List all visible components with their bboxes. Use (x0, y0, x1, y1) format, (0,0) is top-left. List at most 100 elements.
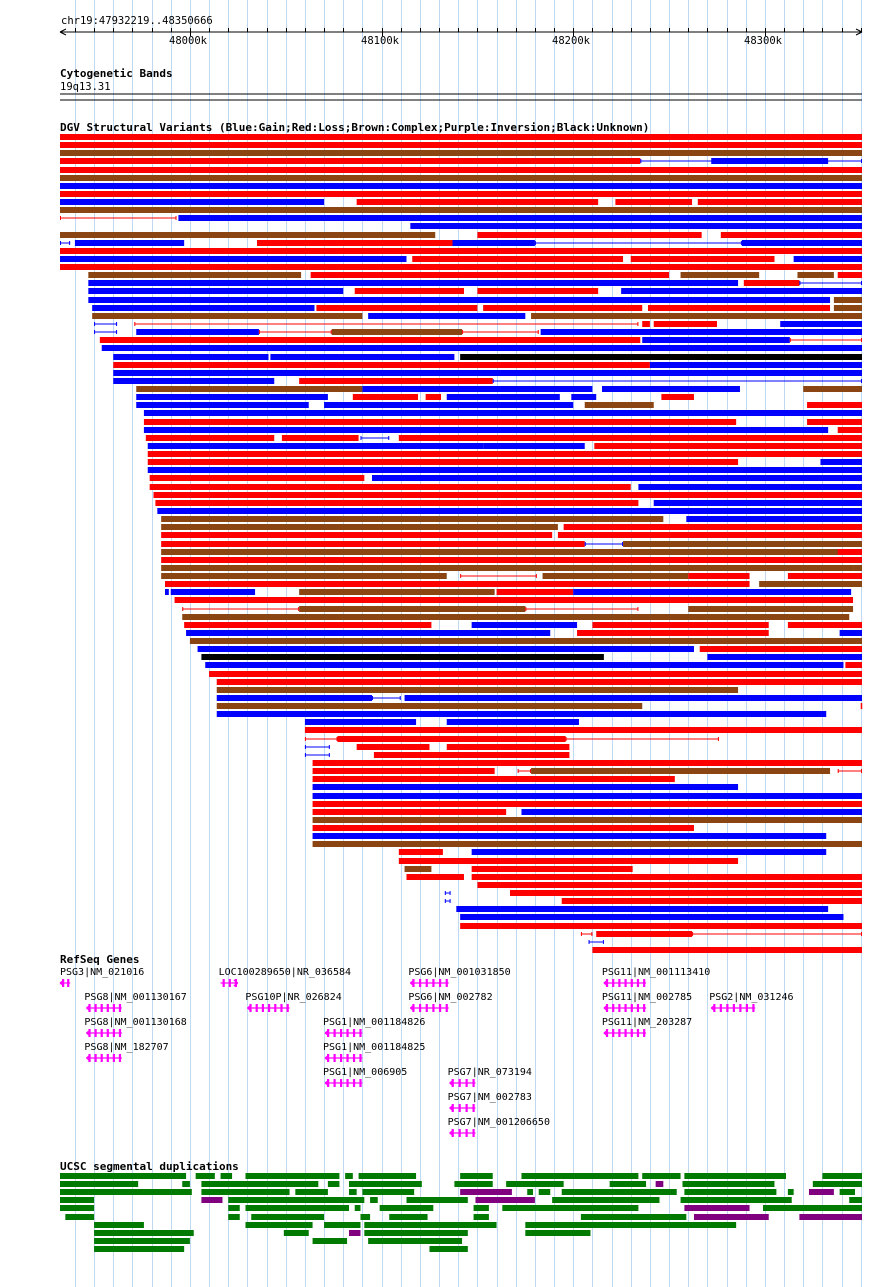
gene-exon (359, 1054, 362, 1062)
dgv-track[interactable]: DGV Structural Variants (Blue:Gain;Red:L… (60, 121, 863, 953)
strand-arrow-left-icon (603, 1004, 609, 1012)
segdup-block (201, 1189, 290, 1195)
dgv-variant-complex (161, 524, 558, 530)
dgv-variant-loss (837, 272, 862, 278)
segdup-block (312, 1238, 348, 1244)
gene-exon (719, 1004, 722, 1012)
gene-exon (106, 1029, 109, 1037)
strand-arrow-left-icon (324, 1079, 330, 1087)
strand-arrow-left-icon (86, 1054, 91, 1062)
segdup-block (94, 1222, 144, 1228)
segdup-block (354, 1205, 361, 1211)
strand-arrow-right-icon (233, 979, 239, 987)
dgv-variant-loss (661, 394, 694, 400)
ruler-tick-label: 48100k (361, 35, 400, 47)
gene-exon (472, 1104, 475, 1112)
gene-exon (100, 1029, 103, 1037)
gene-label: PSG2|NM_031246 (709, 992, 793, 1003)
dgv-variant-gain (88, 288, 344, 294)
gene-exon (100, 1004, 103, 1012)
gene-exon (346, 1054, 349, 1062)
gene-exon (112, 1054, 115, 1062)
dgv-variant-complex (161, 516, 664, 522)
ruler-ticks (75, 28, 862, 36)
dgv-variant-complex (803, 386, 862, 392)
segdup-block (295, 1189, 328, 1195)
segdup-block (762, 1205, 862, 1211)
refseq-track[interactable]: RefSeq Genes PSG3|NM_021016 LOC100289650|… (59, 953, 794, 1137)
segdup-block (65, 1214, 95, 1220)
gene-exon (425, 979, 428, 987)
segdup-block (552, 1197, 660, 1203)
dgv-variant-loss (787, 622, 862, 628)
cytoband-track[interactable]: Cytogenetic Bands 19q13.31 (60, 67, 862, 101)
dgv-variant-gain (793, 256, 862, 262)
dgv-variant-gain (136, 329, 259, 335)
gene-exon (100, 1054, 103, 1062)
dgv-variant-loss (312, 801, 862, 807)
dgv-variant-gain (638, 484, 862, 490)
dgv-variant-loss (577, 630, 769, 636)
gene-exon (359, 1029, 362, 1037)
gene-exon (94, 1054, 97, 1062)
dgv-variant-gain (601, 386, 740, 392)
gene-exon (346, 1079, 349, 1087)
dgv-variant-gain (410, 223, 862, 229)
gene-exon (472, 1079, 475, 1087)
gene-exon (713, 1004, 716, 1012)
dgv-variant-complex (759, 581, 862, 587)
gene-label: PSG8|NM_182707 (84, 1042, 168, 1053)
gene-exon (630, 1004, 633, 1012)
dgv-features (60, 134, 863, 953)
gene-exon (261, 1004, 264, 1012)
dgv-variant-loss (471, 874, 862, 880)
gene-exon (118, 1054, 122, 1062)
gene-exon (346, 1029, 349, 1037)
dgv-variant-loss (557, 532, 862, 538)
gene-exon (458, 1104, 461, 1112)
segdup-block (642, 1173, 681, 1179)
segdup-block (538, 1189, 551, 1195)
dgv-variant-gain (839, 630, 862, 636)
segdup-block (525, 1230, 591, 1236)
dgv-variant-loss (483, 305, 643, 311)
dgv-variant-complex (331, 329, 463, 335)
strand-arrow-left-icon (603, 979, 609, 987)
dgv-variant-loss (164, 581, 750, 587)
segdup-block (348, 1181, 422, 1187)
dgv-variant-loss (281, 435, 359, 441)
gene-exon (752, 1004, 755, 1012)
segdup-block (182, 1181, 190, 1187)
dgv-variant-gain (197, 646, 694, 652)
gene-exon (412, 979, 415, 987)
segdup-track[interactable]: UCSC segmental duplications (60, 1160, 862, 1252)
segdup-block (849, 1197, 862, 1203)
gene-exon (339, 1079, 343, 1087)
dgv-variant-gain (707, 654, 862, 660)
segdup-block (684, 1173, 786, 1179)
dgv-variant-loss (216, 679, 863, 685)
dgv-variant-gain (101, 345, 862, 351)
dgv-variant-complex (189, 638, 862, 644)
dgv-variant-loss (406, 874, 464, 880)
dgv-variant-loss (477, 288, 599, 294)
dgv-variant-loss (312, 768, 495, 774)
segdup-block (60, 1181, 139, 1187)
gene-exon (636, 1029, 640, 1037)
dgv-variant-gain (362, 386, 593, 392)
strand-arrow-left-icon (86, 1004, 91, 1012)
dgv-variant-loss (312, 809, 507, 815)
gene-exon (333, 1029, 336, 1037)
dgv-variant-gain (157, 508, 863, 514)
gene-exon (726, 1004, 729, 1012)
segdup-block (808, 1189, 834, 1195)
gene-label: PSG7|NM_001206650 (448, 1117, 550, 1128)
gene-exon (451, 1104, 454, 1112)
gene-exon (624, 979, 627, 987)
segdup-block (787, 1189, 794, 1195)
segdup-block (580, 1214, 687, 1220)
dgv-variant-complex (161, 565, 854, 571)
dgv-variant-complex (299, 606, 526, 612)
dgv-variant-gain (113, 378, 275, 384)
position-label: chr19:47932219..48350666 (61, 15, 213, 27)
